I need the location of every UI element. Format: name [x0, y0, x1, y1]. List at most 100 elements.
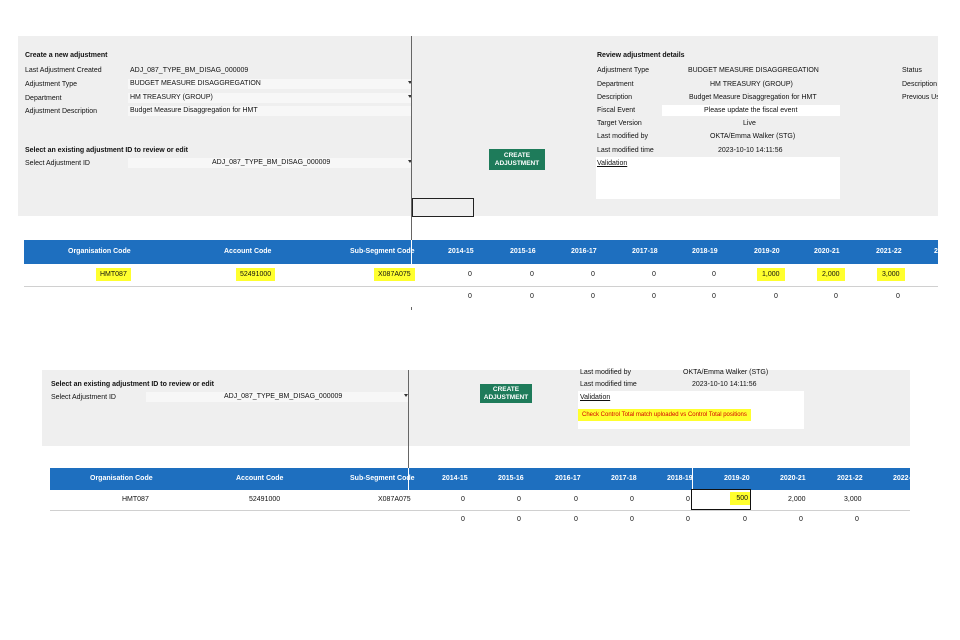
value-cell-2016-17-2[interactable]: 0 — [574, 496, 578, 503]
total-cell-2014-15-2: 0 — [461, 516, 465, 523]
create-adjustment-button[interactable]: CREATE ADJUSTMENT — [489, 149, 545, 170]
grid2-total-row: 0 0 0 0 0 0 0 0 — [50, 511, 910, 529]
fiscal-event-value: Please update the fiscal event — [704, 107, 798, 114]
header-account-code: Account Code — [224, 248, 272, 255]
header-year-2019-20-2: 2019-20 — [724, 475, 750, 482]
header-year-2017-18-2: 2017-18 — [611, 475, 637, 482]
value-cell-2018-19-2[interactable]: 0 — [686, 496, 690, 503]
header-year-2017-18: 2017-18 — [632, 248, 658, 255]
header-sub-segment-code-2: Sub-Segment Code — [350, 475, 415, 482]
value-cell-2019-20[interactable]: 1,000 — [757, 268, 785, 281]
grid1-row-separator — [24, 286, 938, 287]
org-code-cell[interactable]: HMT087 — [96, 268, 131, 281]
value-cell-2019-20-2[interactable]: 500 — [730, 492, 750, 505]
grid2-header-divider — [408, 468, 409, 490]
header-organisation-code-2: Organisation Code — [90, 475, 153, 482]
adjustment-type-label: Adjustment Type — [25, 81, 78, 88]
review-department-label: Department — [597, 81, 634, 88]
grid2-header-divider-2 — [692, 468, 693, 490]
existing-adjustment-title-2: Select an existing adjustment ID to revi… — [51, 381, 214, 388]
value-cell-2017-18[interactable]: 0 — [652, 271, 656, 278]
last-modified-time-value-2: 2023-10-10 14:11:56 — [692, 381, 757, 388]
total-cell-2018-19: 0 — [712, 293, 716, 300]
header-year-2016-17-2: 2016-17 — [555, 475, 581, 482]
header-year-2021-22: 2021-22 — [876, 248, 902, 255]
adjustment-description-input[interactable]: Budget Measure Disaggregation for HMT — [128, 106, 412, 116]
value-cell-2020-21-2[interactable]: 2,000 — [788, 496, 806, 503]
column-divider-2 — [408, 370, 409, 522]
value-cell-2021-22[interactable]: 3,000 — [877, 268, 905, 281]
value-cell-2015-16[interactable]: 0 — [530, 271, 534, 278]
sub-segment-code-cell-2[interactable]: X087A075 — [378, 496, 411, 503]
select-adjustment-id-value: ADJ_087_TYPE_BM_DISAG_000009 — [212, 159, 331, 166]
dropdown-arrow-icon — [404, 394, 408, 397]
validation-label-2: Validation — [580, 394, 611, 401]
sub-segment-code-cell[interactable]: X087A075 — [374, 268, 415, 281]
last-modified-time-label: Last modified time — [597, 147, 654, 154]
value-cell-2021-22-2[interactable]: 3,000 — [844, 496, 862, 503]
last-modified-by-label: Last modified by — [597, 133, 648, 140]
header-year-2020-21: 2020-21 — [814, 248, 840, 255]
header-year-2015-16: 2015-16 — [510, 248, 536, 255]
total-cell-2019-20-2: 0 — [743, 516, 747, 523]
header-year-truncated: 2 — [934, 248, 938, 255]
total-cell-2014-15: 0 — [468, 293, 472, 300]
header-sub-segment-code: Sub-Segment Code — [350, 248, 415, 255]
review-description-value: Budget Measure Disaggregation for HMT — [689, 94, 817, 101]
value-cell-2020-21[interactable]: 2,000 — [817, 268, 845, 281]
adjustment-description-value: Budget Measure Disaggregation for HMT — [130, 107, 258, 114]
create-adjustment-button-2[interactable]: CREATE ADJUSTMENT — [480, 384, 532, 403]
last-modified-by-label-2: Last modified by — [580, 369, 631, 376]
header-year-2022-truncated: 2022- — [893, 475, 911, 482]
select-adjustment-id-dropdown[interactable]: ADJ_087_TYPE_BM_DISAG_000009 — [128, 158, 412, 168]
account-code-cell-2[interactable]: 52491000 — [249, 496, 281, 503]
grid1-total-row: 0 0 0 0 0 0 0 0 — [24, 287, 938, 307]
header-year-2018-19-2: 2018-19 — [667, 475, 693, 482]
validation-box: Validation — [596, 157, 840, 199]
last-adjustment-value: ADJ_087_TYPE_BM_DISAG_000009 — [130, 67, 249, 74]
selected-cell-2019-20[interactable]: 500 — [691, 489, 751, 510]
total-cell-2019-20: 0 — [774, 293, 778, 300]
org-code-cell-2[interactable]: HMT087 — [122, 496, 149, 503]
total-cell-2021-22-2: 0 — [855, 516, 859, 523]
total-cell-2020-21: 0 — [834, 293, 838, 300]
value-cell-2014-15[interactable]: 0 — [468, 271, 472, 278]
review-department-value: HM TREASURY (GROUP) — [710, 81, 793, 88]
total-cell-2015-16-2: 0 — [517, 516, 521, 523]
total-cell-2017-18: 0 — [652, 293, 656, 300]
account-code-cell[interactable]: 52491000 — [236, 268, 276, 281]
grid1-header-divider — [411, 240, 412, 264]
adjustment-type-value: BUDGET MEASURE DISAGGREGATION — [130, 80, 261, 87]
review-type-label: Adjustment Type — [597, 67, 650, 74]
selected-cell-outline — [412, 198, 474, 217]
adjustment-description-label: Adjustment Description — [25, 108, 97, 115]
department-label: Department — [25, 95, 62, 102]
grid2-table-row: HMT087 52491000 X087A075 0 0 0 0 0 2,000… — [50, 490, 910, 510]
header-organisation-code: Organisation Code — [68, 248, 131, 255]
dropdown-arrow-icon — [408, 81, 412, 84]
total-cell-2016-17: 0 — [591, 293, 595, 300]
grid1-header-row: Organisation Code Account Code Sub-Segme… — [24, 240, 938, 264]
value-cell-2016-17[interactable]: 0 — [591, 271, 595, 278]
value-cell-2017-18-2[interactable]: 0 — [630, 496, 634, 503]
value-cell-2014-15-2[interactable]: 0 — [461, 496, 465, 503]
validation-label: Validation — [597, 160, 628, 167]
select-adjustment-id-dropdown-2[interactable]: ADJ_087_TYPE_BM_DISAG_000009 — [146, 392, 408, 402]
review-description-label: Description — [597, 94, 633, 101]
right-description-label: Description — [902, 81, 938, 88]
value-cell-2018-19[interactable]: 0 — [712, 271, 716, 278]
review-details-title: Review adjustment details — [597, 52, 685, 59]
fiscal-event-input[interactable]: Please update the fiscal event — [662, 105, 840, 116]
value-cell-2015-16-2[interactable]: 0 — [517, 496, 521, 503]
fiscal-event-label: Fiscal Event — [597, 107, 636, 114]
total-cell-2020-21-2: 0 — [799, 516, 803, 523]
department-value: HM TREASURY (GROUP) — [130, 94, 213, 101]
header-year-2020-21-2: 2020-21 — [780, 475, 806, 482]
last-adjustment-label: Last Adjustment Created — [25, 67, 102, 74]
adjustment-type-dropdown[interactable]: BUDGET MEASURE DISAGGREGATION — [128, 79, 412, 89]
column-divider — [411, 36, 412, 310]
header-year-2019-20: 2019-20 — [754, 248, 780, 255]
total-cell-2018-19-2: 0 — [686, 516, 690, 523]
department-dropdown[interactable]: HM TREASURY (GROUP) — [128, 93, 412, 103]
total-cell-2017-18-2: 0 — [630, 516, 634, 523]
